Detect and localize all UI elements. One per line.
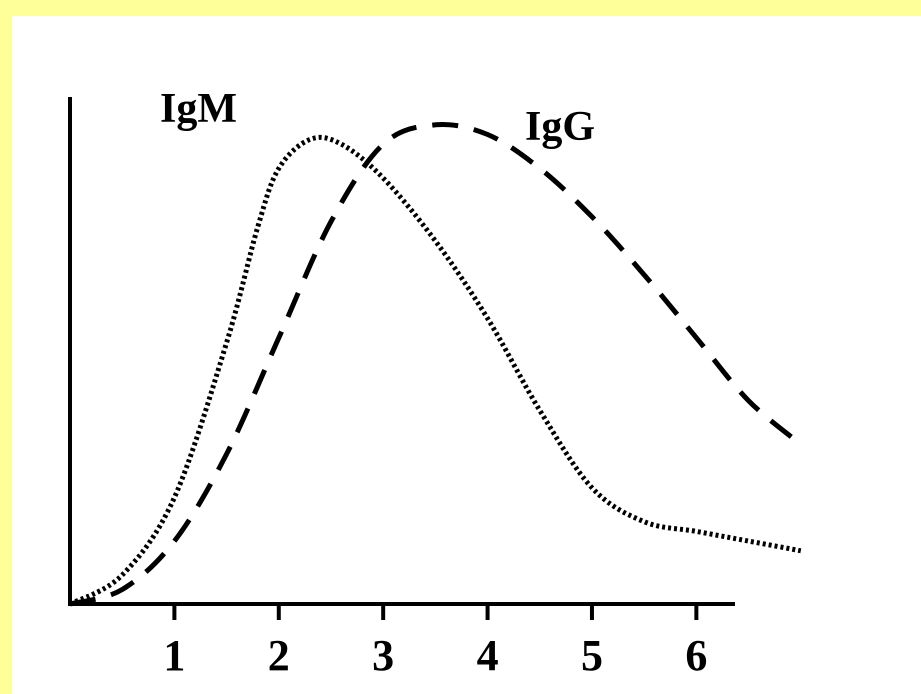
series-label-igm: IgM [160, 86, 237, 132]
x-tick-label: 6 [685, 631, 707, 680]
series-labels: IgM IgG [160, 86, 595, 150]
x-tick-label: 1 [163, 631, 185, 680]
x-ticks: 1 2 3 4 5 6 [163, 604, 707, 680]
series-label-igg: IgG [525, 104, 595, 150]
x-tick-label: 5 [581, 631, 603, 680]
series-line-igg [69, 121, 803, 607]
x-tick-label: 3 [372, 631, 394, 680]
plot-panel [12, 16, 921, 694]
x-tick-label: 2 [268, 631, 290, 680]
axes [68, 97, 735, 606]
series-lines [68, 121, 803, 607]
x-tick-label: 4 [477, 631, 499, 680]
